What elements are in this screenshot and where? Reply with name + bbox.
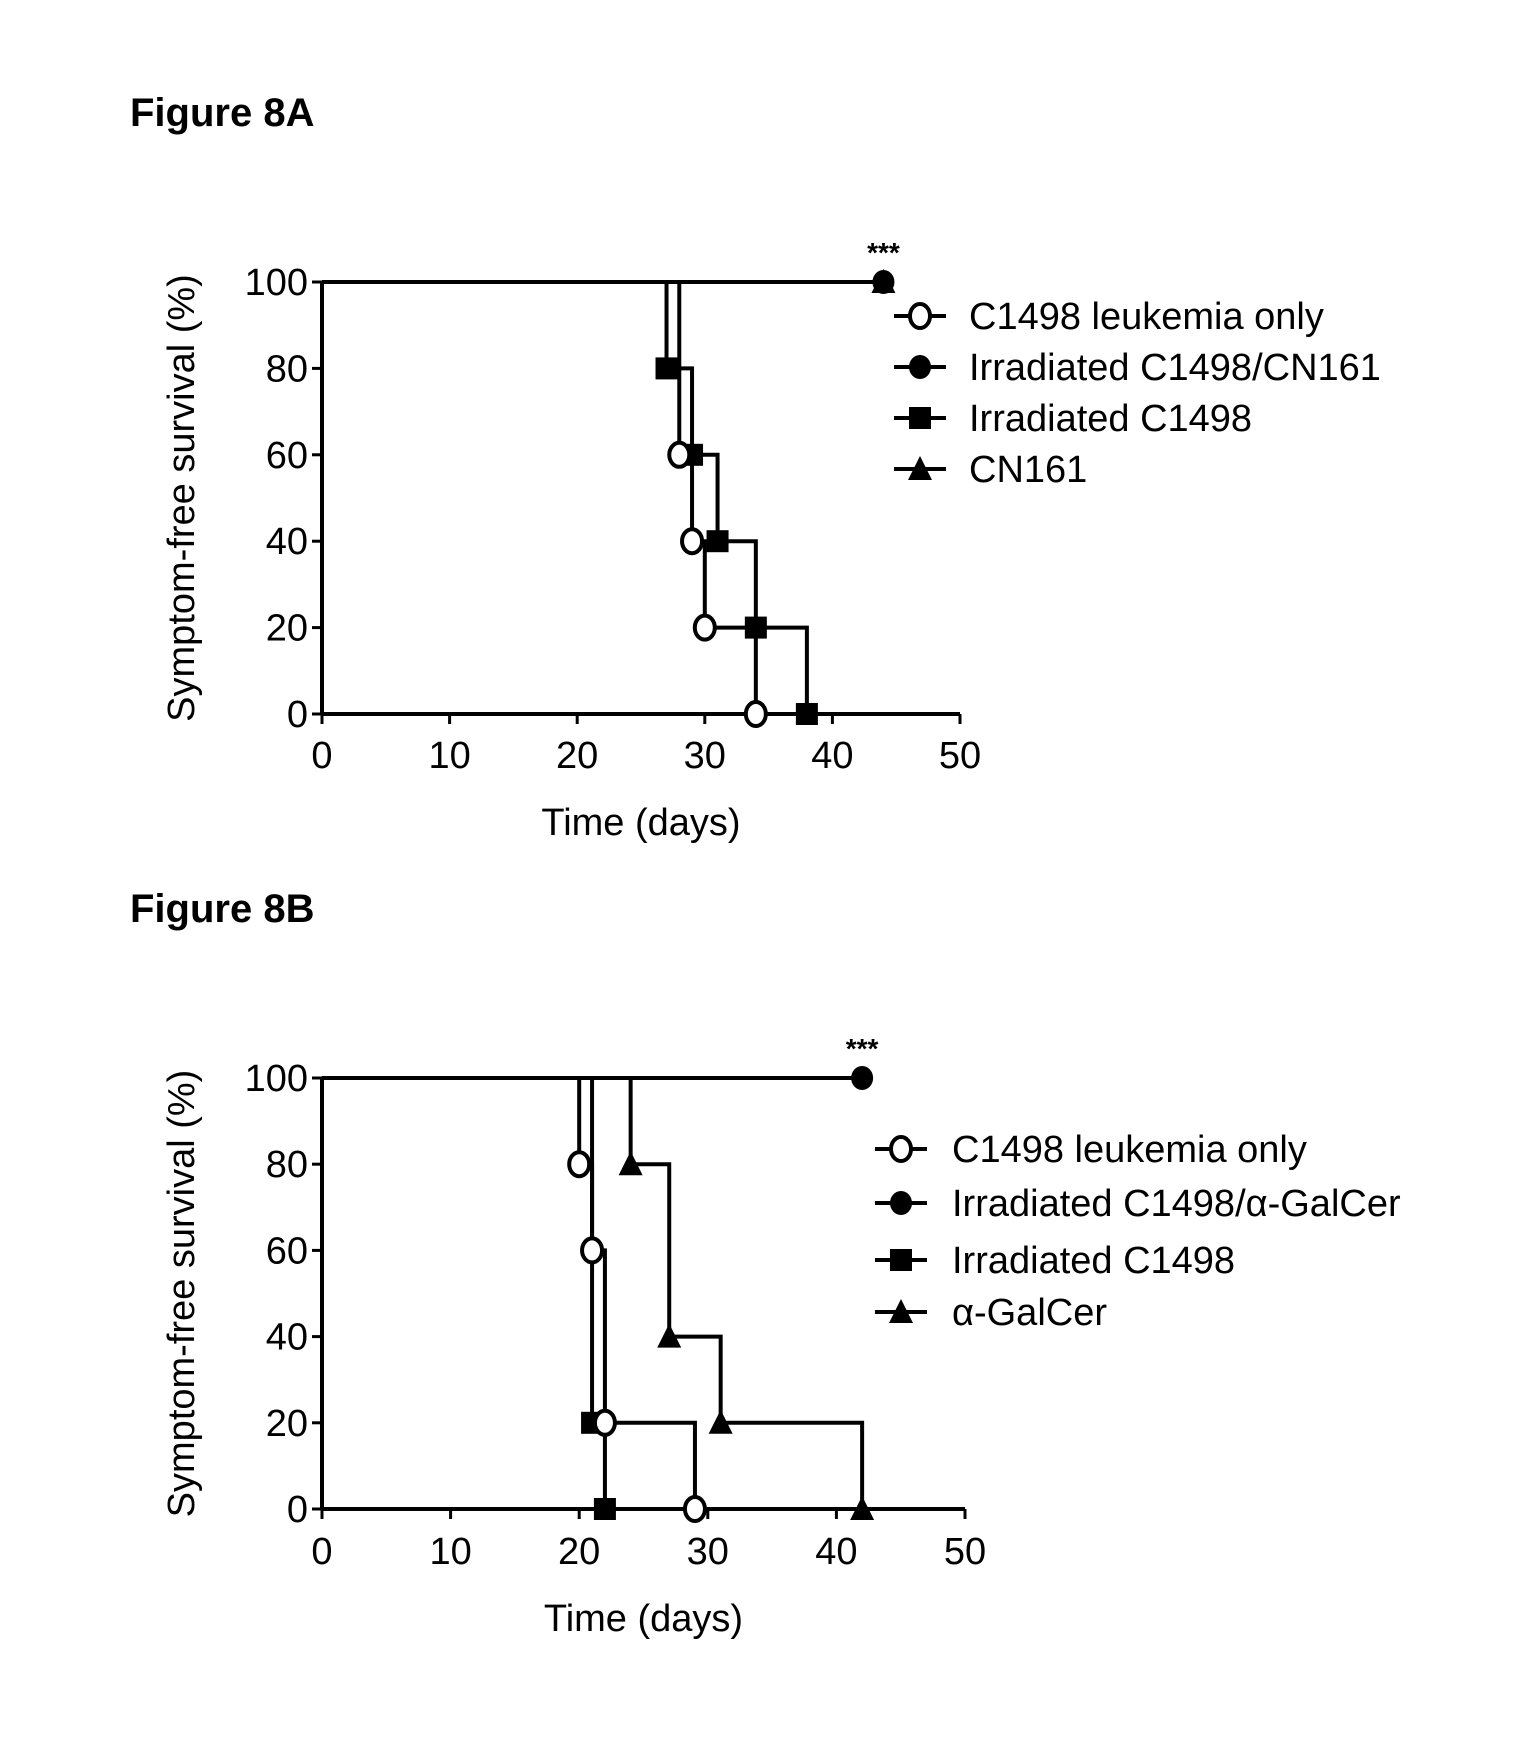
legend-marker <box>910 304 930 328</box>
x-tick-label: 20 <box>558 1531 600 1573</box>
y-tick-label: 0 <box>287 1489 308 1531</box>
legend-label: C1498 leukemia only <box>952 1129 1307 1171</box>
legend-label: Irradiated C1498 <box>969 398 1252 440</box>
panel-title-a: Figure 8A <box>130 91 314 135</box>
x-axis-label: Time (days) <box>541 802 740 844</box>
legend-label: C1498 leukemia only <box>969 296 1324 338</box>
x-tick-label: 0 <box>311 735 332 777</box>
x-tick-label: 10 <box>428 735 470 777</box>
data-point-0 <box>685 1497 705 1521</box>
data-point-0 <box>669 443 689 467</box>
x-tick-label: 40 <box>815 1531 857 1573</box>
data-point-0 <box>582 1238 602 1262</box>
legend-marker <box>890 1249 912 1271</box>
data-point-2 <box>707 530 729 552</box>
y-tick-label: 60 <box>266 435 308 477</box>
significance-annotation: *** <box>867 237 900 268</box>
y-tick-label: 20 <box>266 1403 308 1445</box>
data-point-0 <box>695 616 715 640</box>
data-point-2 <box>796 703 818 725</box>
chart-panel-a: 0 10 20 30 40 50 0 20 40 60 80 100 Time (days) Sympto… <box>161 237 1381 844</box>
data-point-0 <box>569 1152 589 1176</box>
legend-marker <box>890 1191 912 1215</box>
series-line-0 <box>322 1078 695 1509</box>
data-point-2 <box>745 617 767 639</box>
series-line-0 <box>322 282 756 714</box>
legend-label: Irradiated C1498/α-GalCer <box>952 1183 1401 1225</box>
y-tick-label: 100 <box>245 262 308 304</box>
data-point-0 <box>746 702 766 726</box>
x-tick-label: 30 <box>687 1531 729 1573</box>
data-point-2 <box>594 1498 616 1520</box>
data-point-0 <box>682 529 702 553</box>
y-tick-label: 40 <box>266 521 308 563</box>
y-tick-label: 60 <box>266 1230 308 1272</box>
y-tick-label: 0 <box>287 694 308 736</box>
x-axis-label: Time (days) <box>544 1598 743 1640</box>
y-tick-label: 20 <box>266 608 308 650</box>
legend-label: α-GalCer <box>952 1292 1107 1334</box>
significance-annotation: *** <box>846 1033 879 1064</box>
data-point-2 <box>656 357 678 379</box>
legend-label: Irradiated C1498/CN161 <box>969 347 1381 389</box>
y-tick-label: 100 <box>245 1058 308 1100</box>
x-tick-label: 50 <box>944 1531 986 1573</box>
x-tick-label: 30 <box>684 735 726 777</box>
series-line-2 <box>322 1078 605 1509</box>
x-tick-label: 40 <box>811 735 853 777</box>
x-tick-label: 0 <box>311 1531 332 1573</box>
y-tick-label: 80 <box>266 1144 308 1186</box>
y-tick-label: 80 <box>266 348 308 390</box>
legend-marker <box>909 355 931 379</box>
legend-marker <box>891 1137 911 1161</box>
figure: Figure 8A Figure 8B 0 10 20 30 40 50 0 20 40 60 80… <box>0 0 1536 1760</box>
data-point-0 <box>595 1411 615 1435</box>
data-point-1 <box>851 1066 873 1090</box>
x-tick-label: 20 <box>556 735 598 777</box>
y-tick-label: 40 <box>266 1317 308 1359</box>
y-axis-label: Symptom-free survival (%) <box>161 1070 203 1518</box>
panel-title-b: Figure 8B <box>130 887 314 931</box>
series-line-2 <box>322 282 807 714</box>
legend-marker <box>909 407 931 429</box>
legend-label: CN161 <box>969 449 1087 491</box>
x-tick-label: 10 <box>429 1531 471 1573</box>
legend-label: Irradiated C1498 <box>952 1240 1235 1282</box>
chart-panel-b: 0 10 20 30 40 50 0 20 40 60 80 100 Time (days) Sympto… <box>161 1033 1401 1640</box>
x-tick-label: 50 <box>939 735 981 777</box>
y-axis-label: Symptom-free survival (%) <box>161 274 203 722</box>
